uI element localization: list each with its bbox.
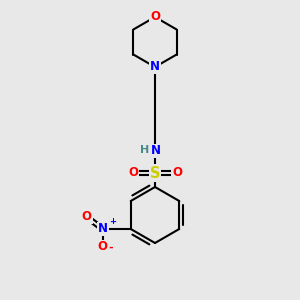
Text: N: N <box>98 223 108 236</box>
Text: S: S <box>150 166 160 181</box>
Text: O: O <box>150 11 160 23</box>
Text: -: - <box>109 243 113 253</box>
Text: O: O <box>98 241 108 254</box>
Text: N: N <box>150 61 160 74</box>
Text: O: O <box>128 167 138 179</box>
Text: O: O <box>82 211 92 224</box>
Text: O: O <box>172 167 182 179</box>
Text: H: H <box>140 145 150 155</box>
Text: N: N <box>151 145 161 158</box>
Text: +: + <box>109 217 116 226</box>
